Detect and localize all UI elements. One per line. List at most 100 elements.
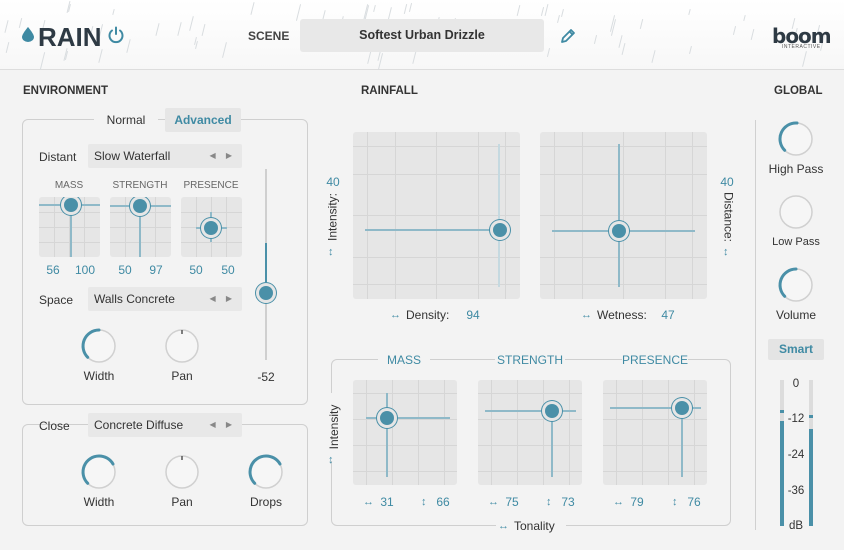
density-label: Density: bbox=[406, 308, 450, 322]
mass-pad[interactable] bbox=[39, 197, 100, 257]
tonality-presence-pad[interactable] bbox=[603, 380, 707, 485]
presence-handle[interactable] bbox=[204, 221, 218, 235]
power-icon[interactable] bbox=[107, 26, 125, 44]
tonality-mass-handle[interactable] bbox=[380, 411, 394, 425]
tab-advanced[interactable]: Advanced bbox=[165, 108, 241, 132]
space-select-value: Walls Concrete bbox=[94, 292, 175, 306]
select-arrows-icon[interactable]: ◀ ▶ bbox=[209, 420, 236, 429]
meter-left-peak bbox=[780, 410, 784, 413]
db-0: 0 bbox=[792, 378, 800, 390]
tab-normal[interactable]: Normal bbox=[94, 108, 158, 132]
tonality-strength-label: STRENGTH bbox=[495, 353, 565, 367]
distant-label: Distant bbox=[39, 150, 77, 164]
close-pan-label: Pan bbox=[171, 495, 193, 509]
global-divider bbox=[755, 120, 756, 530]
tonality-mass-pad[interactable] bbox=[353, 380, 457, 485]
high-pass-knob[interactable] bbox=[776, 119, 816, 159]
drops-knob[interactable] bbox=[246, 452, 286, 492]
tonality-intensity-label: Intensity bbox=[327, 393, 341, 461]
vertical-arrow-icon: ↕ bbox=[723, 246, 729, 258]
low-pass-label: Low Pass bbox=[772, 236, 820, 248]
pan-knob[interactable] bbox=[162, 326, 202, 366]
volume-label: Volume bbox=[775, 308, 817, 322]
brand-sub: INTERACTIVE bbox=[782, 44, 821, 50]
horizontal-arrow-icon: ↔ bbox=[488, 496, 499, 508]
close-width-label: Width bbox=[83, 495, 115, 509]
distance-value: 40 bbox=[720, 175, 734, 189]
mass-y-value: 100 bbox=[74, 263, 96, 277]
select-arrows-icon[interactable]: ◀ ▶ bbox=[209, 151, 236, 160]
density-value: 94 bbox=[466, 308, 480, 322]
vertical-arrow-icon: ↕ bbox=[546, 496, 552, 508]
close-pan-knob[interactable] bbox=[162, 452, 202, 492]
presence-x-value: 50 bbox=[189, 263, 203, 277]
distant-select[interactable]: Slow Waterfall ◀ ▶ bbox=[88, 144, 242, 168]
close-width-knob[interactable] bbox=[79, 452, 119, 492]
horizontal-arrow-icon: ↔ bbox=[613, 496, 624, 508]
space-label: Space bbox=[39, 293, 74, 307]
density-handle[interactable] bbox=[493, 223, 507, 237]
tonality-presence-y: 76 bbox=[687, 495, 701, 509]
density-intensity-pad[interactable] bbox=[353, 132, 520, 299]
mass-x-value: 56 bbox=[46, 263, 60, 277]
mass-label: MASS bbox=[54, 180, 84, 191]
tonality-presence-x: 79 bbox=[630, 495, 644, 509]
horizontal-arrow-icon: ↔ bbox=[363, 496, 374, 508]
tonality-presence-handle[interactable] bbox=[675, 401, 689, 415]
distant-slider-handle[interactable] bbox=[259, 286, 273, 301]
width-label: Width bbox=[83, 369, 115, 383]
close-label: Close bbox=[39, 419, 70, 433]
close-select[interactable]: Concrete Diffuse ◀ ▶ bbox=[88, 413, 242, 437]
scene-label: SCENE bbox=[248, 29, 290, 43]
intensity-value: 40 bbox=[326, 175, 340, 189]
vertical-arrow-icon: ↕ bbox=[421, 496, 427, 508]
smart-button[interactable]: Smart bbox=[768, 339, 824, 360]
drops-label: Drops bbox=[249, 495, 282, 509]
horizontal-arrow-icon: ↔ bbox=[581, 309, 592, 321]
vertical-arrow-icon: ↕ bbox=[672, 496, 678, 508]
tonality-mass-label: MASS bbox=[378, 353, 430, 367]
environment-title: ENVIRONMENT bbox=[23, 85, 108, 97]
tonality-strength-handle[interactable] bbox=[545, 404, 559, 418]
db-12: -12 bbox=[787, 413, 805, 425]
tonality-strength-pad[interactable] bbox=[478, 380, 582, 485]
tonality-strength-y: 73 bbox=[561, 495, 575, 509]
distant-select-value: Slow Waterfall bbox=[94, 149, 171, 163]
low-pass-knob[interactable] bbox=[776, 192, 816, 232]
vertical-arrow-icon: ↕ bbox=[328, 246, 334, 258]
strength-pad[interactable] bbox=[110, 197, 171, 257]
presence-label: PRESENCE bbox=[183, 180, 239, 191]
strength-y-value: 97 bbox=[149, 263, 163, 277]
strength-x-value: 50 bbox=[118, 263, 132, 277]
pencil-icon[interactable] bbox=[559, 27, 577, 45]
rainfall-title: RAINFALL bbox=[361, 85, 418, 97]
width-knob[interactable] bbox=[79, 326, 119, 366]
select-arrows-icon[interactable]: ◀ ▶ bbox=[209, 294, 236, 303]
volume-knob[interactable] bbox=[776, 265, 816, 305]
high-pass-label: High Pass bbox=[768, 162, 824, 176]
tonality-presence-label: PRESENCE bbox=[622, 353, 689, 367]
wetness-label: Wetness: bbox=[597, 308, 647, 322]
tonality-strength-x: 75 bbox=[505, 495, 519, 509]
tonality-mass-y: 66 bbox=[436, 495, 450, 509]
wetness-distance-pad[interactable] bbox=[540, 132, 707, 299]
vertical-arrow-icon: ↕ bbox=[328, 454, 334, 466]
scene-selector[interactable]: Softest Urban Drizzle bbox=[300, 19, 544, 52]
strength-handle[interactable] bbox=[133, 199, 147, 213]
mass-handle[interactable] bbox=[64, 198, 78, 212]
meter-right-fill bbox=[809, 429, 813, 526]
meter-right-peak bbox=[809, 415, 813, 418]
global-title: GLOBAL bbox=[774, 85, 823, 97]
strength-label: STRENGTH bbox=[112, 180, 168, 191]
db-unit: dB bbox=[788, 520, 804, 532]
tonality-label-bg bbox=[496, 519, 566, 533]
wetness-handle[interactable] bbox=[612, 224, 626, 238]
drop-icon bbox=[22, 27, 34, 42]
space-select[interactable]: Walls Concrete ◀ ▶ bbox=[88, 287, 242, 311]
db-36: -36 bbox=[787, 485, 805, 497]
brand-logo: boom bbox=[772, 24, 832, 48]
wetness-value: 47 bbox=[661, 308, 675, 322]
close-select-value: Concrete Diffuse bbox=[94, 418, 184, 432]
meter-left-fill bbox=[780, 421, 784, 526]
presence-pad[interactable] bbox=[181, 197, 242, 257]
